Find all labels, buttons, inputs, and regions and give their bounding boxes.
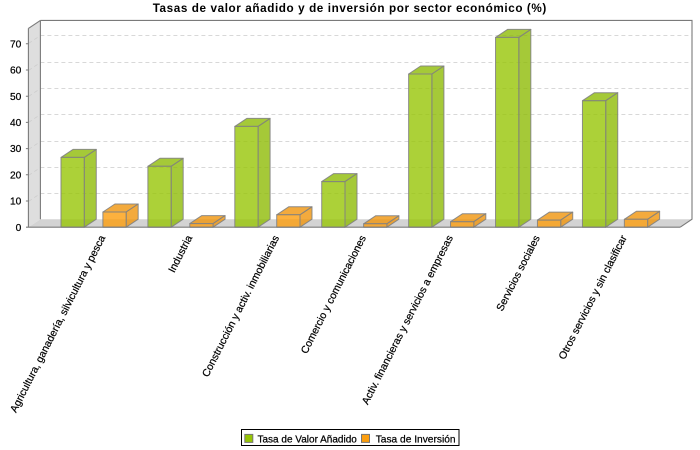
svg-text:0: 0 bbox=[16, 223, 22, 234]
svg-text:10: 10 bbox=[10, 197, 22, 208]
svg-text:70: 70 bbox=[10, 39, 22, 50]
svg-text:Tasa de Valor Añadido: Tasa de Valor Añadido bbox=[258, 435, 358, 446]
svg-text:50: 50 bbox=[10, 92, 22, 103]
svg-text:20: 20 bbox=[10, 170, 22, 181]
svg-text:Tasas de valor añadido y de in: Tasas de valor añadido y de inversión po… bbox=[153, 2, 547, 15]
svg-text:60: 60 bbox=[10, 66, 22, 77]
svg-text:Tasa de Inversión: Tasa de Inversión bbox=[376, 435, 456, 446]
svg-text:30: 30 bbox=[10, 144, 22, 155]
svg-text:40: 40 bbox=[10, 118, 22, 129]
